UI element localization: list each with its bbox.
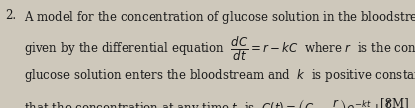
Text: A model for the concentration of glucose solution in the bloodstream,  $C = C(t): A model for the concentration of glucose… [24,9,415,26]
Text: given by the differential equation  $\dfrac{dC}{dt} = r - kC$  where $r$  is the: given by the differential equation $\dfr… [24,36,415,63]
Text: [8M]: [8M] [380,97,409,108]
Text: glucose solution enters the bloodstream and  $k$  is positive constant. If  $C(0: glucose solution enters the bloodstream … [24,67,415,84]
Text: that the concentration at any time $t$  is  $C(t) = \left(C_s - \dfrac{r}{k}\rig: that the concentration at any time $t$ i… [24,97,397,108]
Text: 2.: 2. [5,9,16,22]
